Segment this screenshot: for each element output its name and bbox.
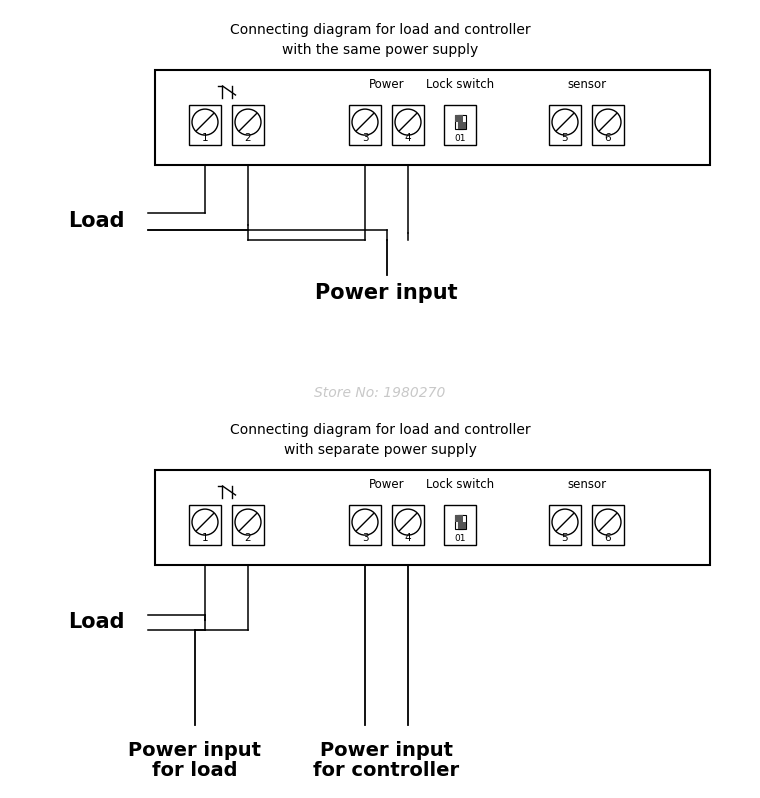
Bar xyxy=(444,505,476,545)
Text: for load: for load xyxy=(152,760,238,780)
Text: with separate power supply: with separate power supply xyxy=(283,443,477,457)
Circle shape xyxy=(352,509,378,535)
Text: Connecting diagram for load and controller: Connecting diagram for load and controll… xyxy=(230,423,530,437)
Text: 4: 4 xyxy=(404,533,411,543)
Bar xyxy=(592,505,624,545)
Circle shape xyxy=(192,109,218,135)
Text: sensor: sensor xyxy=(567,77,606,90)
Bar xyxy=(155,470,710,565)
Bar xyxy=(458,122,465,129)
Circle shape xyxy=(595,509,621,535)
Text: 6: 6 xyxy=(605,533,611,543)
Bar xyxy=(454,115,463,129)
Text: 01: 01 xyxy=(454,133,466,143)
Text: Lock switch: Lock switch xyxy=(426,477,494,491)
Circle shape xyxy=(552,509,578,535)
Circle shape xyxy=(395,509,421,535)
Bar xyxy=(458,115,465,129)
Text: Lock switch: Lock switch xyxy=(426,77,494,90)
Text: 3: 3 xyxy=(362,133,369,143)
Circle shape xyxy=(595,109,621,135)
Text: 01: 01 xyxy=(454,534,466,543)
Text: Power: Power xyxy=(369,77,404,90)
Bar xyxy=(454,515,463,529)
Text: 2: 2 xyxy=(245,533,252,543)
Text: sensor: sensor xyxy=(567,477,606,491)
Bar xyxy=(549,505,581,545)
Text: Power: Power xyxy=(369,477,404,491)
Bar xyxy=(189,105,221,145)
Bar xyxy=(458,515,465,529)
Text: 4: 4 xyxy=(404,133,411,143)
Circle shape xyxy=(395,109,421,135)
Text: 5: 5 xyxy=(562,533,568,543)
Bar xyxy=(232,105,264,145)
Circle shape xyxy=(235,109,261,135)
Text: Power input: Power input xyxy=(315,283,458,303)
Text: 1: 1 xyxy=(201,533,208,543)
Bar xyxy=(232,505,264,545)
Text: 1: 1 xyxy=(201,133,208,143)
Text: 5: 5 xyxy=(562,133,568,143)
Bar xyxy=(458,522,465,529)
Text: 2: 2 xyxy=(245,133,252,143)
Text: with the same power supply: with the same power supply xyxy=(282,43,478,57)
Bar xyxy=(349,505,381,545)
Circle shape xyxy=(235,509,261,535)
Bar xyxy=(189,505,221,545)
Bar xyxy=(444,105,476,145)
Text: for controller: for controller xyxy=(313,760,460,780)
Bar xyxy=(454,515,463,522)
Circle shape xyxy=(552,109,578,135)
Bar xyxy=(549,105,581,145)
Text: Power input: Power input xyxy=(128,741,261,760)
Bar xyxy=(454,115,463,122)
Bar xyxy=(392,505,424,545)
Text: Load: Load xyxy=(68,612,125,632)
Text: 3: 3 xyxy=(362,533,369,543)
Text: Store No: 1980270: Store No: 1980270 xyxy=(315,386,445,400)
Text: Connecting diagram for load and controller: Connecting diagram for load and controll… xyxy=(230,23,530,37)
Bar xyxy=(349,105,381,145)
Bar xyxy=(592,105,624,145)
Text: 6: 6 xyxy=(605,133,611,143)
Text: Load: Load xyxy=(68,211,125,231)
Bar xyxy=(155,70,710,165)
Bar xyxy=(392,105,424,145)
Circle shape xyxy=(352,109,378,135)
Text: Power input: Power input xyxy=(320,741,453,760)
Circle shape xyxy=(192,509,218,535)
